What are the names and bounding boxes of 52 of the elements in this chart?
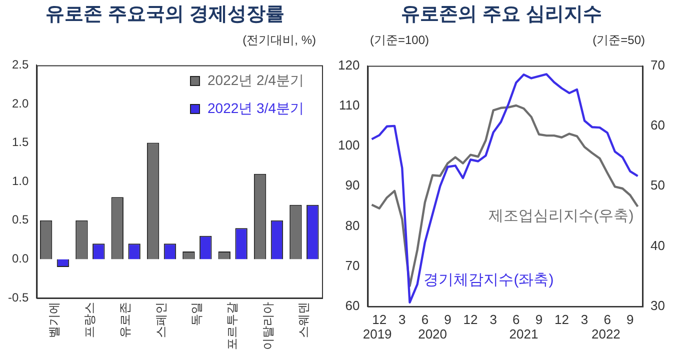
y-tick-label: 80 [345, 218, 360, 233]
y2-tick-label: 70 [650, 57, 666, 72]
y2-tick-label: 60 [650, 118, 666, 133]
y-tick-label: 2.5 [12, 58, 29, 72]
x-tick-label: 12 [463, 312, 478, 327]
x-tick-label: 9 [535, 312, 543, 327]
text: 2019 [362, 326, 392, 342]
y-tick-label: 60 [345, 298, 360, 313]
x-tick-label: 프랑스 [82, 302, 96, 338]
y2-tick-label: 30 [650, 298, 666, 313]
x-tick-label: 9 [626, 312, 634, 327]
x-tick-label: 3 [580, 312, 588, 327]
x-tick-label: 독일 [189, 302, 204, 326]
x-tick-label: 포르투갈 [225, 302, 240, 350]
x-tick-label: 3 [490, 312, 497, 327]
y-tick-label: 100 [338, 138, 360, 153]
x-tick-label: 3 [398, 312, 406, 327]
y-tick-label: 90 [345, 178, 360, 193]
x-tick-label: 12 [372, 312, 387, 327]
x-tick-label: 6 [421, 312, 429, 327]
y2-axis-title: (기준=50) [592, 32, 645, 49]
chart-title: 유로존의 주요 심리지수 [400, 3, 603, 27]
y-axis-title: (기준=100) [370, 32, 430, 49]
y-tick-label: -0.5 [8, 290, 29, 304]
y-tick-label: 2.0 [12, 96, 29, 110]
x-tick-label: 스웨덴 [296, 302, 310, 338]
x-tick-label: 스페인 [154, 302, 168, 338]
x-tick-label: 6 [604, 312, 611, 327]
y-tick-label: 0.5 [12, 212, 29, 227]
y-axis-title: (전기대비, %) [242, 32, 316, 49]
x-tick-label: 12 [554, 312, 569, 327]
chart-title: 유로존 주요국의 경제성장률 [44, 3, 286, 27]
y-tick-label: 120 [338, 57, 360, 72]
text: 2022 [591, 326, 620, 342]
y2-tick-label: 40 [650, 238, 666, 253]
y-tick-label: 70 [345, 258, 360, 273]
y-tick-label: 0.0 [12, 252, 29, 266]
x-tick-label: 9 [444, 312, 452, 327]
x-tick-label: 6 [512, 312, 520, 327]
y2-tick-label: 50 [650, 178, 666, 193]
text: 2020 [418, 326, 447, 342]
text: 2021 [509, 326, 538, 342]
y-tick-label: 1.5 [12, 135, 29, 150]
x-tick-label: 유로존 [118, 302, 132, 338]
x-tick-label: 벨기에 [46, 302, 61, 338]
y-tick-label: 1.0 [12, 174, 29, 188]
series-label: 제조업심리지수(우축) [488, 208, 634, 225]
y-tick-label: 110 [338, 97, 360, 112]
legend-label: 2022년 3/4분기 [208, 100, 304, 118]
x-tick-label: 이탈리아 [260, 302, 275, 350]
legend-label: 2022년 2/4분기 [208, 72, 304, 90]
series-label: 경기체감지수(좌축) [424, 272, 554, 289]
